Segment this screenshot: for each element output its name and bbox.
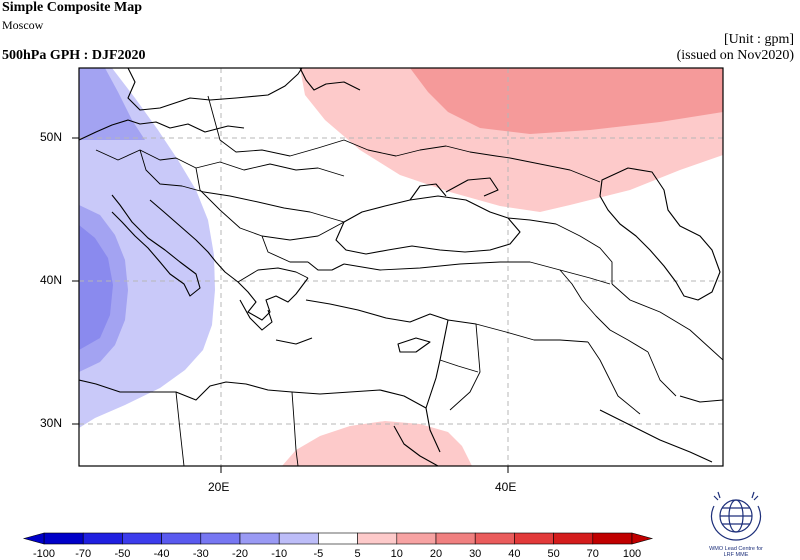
colorbar-tick-label: 40	[508, 548, 521, 560]
lat-label-40n: 40N	[40, 273, 63, 287]
colorbar-segment	[514, 532, 554, 545]
coastlines	[79, 68, 723, 466]
station-label: Moscow	[2, 18, 44, 32]
colorbar-tick-label: -50	[114, 548, 131, 560]
anomaly-southern-positive	[282, 421, 472, 466]
colorbar-segment	[122, 532, 162, 545]
colorbar-segment	[396, 532, 437, 545]
colorbar-segment	[239, 532, 280, 545]
colorbar-tick-label: 20	[429, 548, 443, 560]
colorbar-tick-label: 30	[469, 548, 482, 560]
colorbar-segment	[161, 532, 202, 545]
colorbar-segment	[318, 532, 358, 545]
unit-label: [Unit : gpm]	[724, 32, 794, 47]
anomaly-western-negative-core	[79, 225, 113, 350]
lat-label-30n: 30N	[40, 416, 63, 430]
colorbar-segment	[592, 532, 633, 545]
colorbar-segment	[200, 532, 241, 545]
colorbar-segment	[278, 532, 319, 545]
colorbar-tick-label: 5	[354, 548, 361, 560]
colorbar-left-arrow	[22, 532, 45, 545]
map-title: Simple Composite Map	[2, 0, 142, 15]
wmo-logo-line1: WMO Lead Centre for	[709, 546, 763, 552]
colorbar-segment	[82, 532, 123, 545]
colorbar-segment	[357, 532, 398, 545]
colorbar-tick-label: -5	[313, 548, 324, 560]
colorbar-tick-label: 50	[547, 548, 560, 560]
colorbar-segment	[435, 532, 476, 545]
colorbar-tick-label: 100	[622, 548, 642, 560]
colorbar-tick-label: 10	[390, 548, 403, 560]
colorbar-tick-label: -70	[75, 548, 92, 560]
colorbar-tick-label: -100	[32, 548, 56, 560]
colorbar-right-arrow	[631, 532, 654, 545]
lon-label-20e: 20E	[208, 480, 230, 494]
country-borders	[95, 95, 723, 466]
lat-label-50n: 50N	[40, 130, 63, 144]
colorbar-tick-label: 70	[586, 548, 599, 560]
wmo-logo-icon	[710, 491, 762, 541]
colorbar-tick-label: -30	[192, 548, 209, 560]
axis-ticks	[72, 137, 509, 473]
wmo-logo-text: WMO Lead Centre for LRF MME	[700, 546, 772, 558]
lon-label-40e: 40E	[495, 480, 517, 494]
anomaly-western-negative-mid	[79, 68, 145, 140]
colorbar-tick-label: -10	[271, 548, 288, 560]
colorbar-segment	[43, 532, 84, 545]
wmo-logo-line2: LRF MME	[723, 552, 749, 558]
anomaly-northeast-positive-core	[410, 68, 723, 134]
issued-label: (issued on Nov2020)	[676, 48, 794, 63]
colorbar-tick-label: -20	[232, 548, 248, 560]
colorbar-segment	[553, 532, 594, 545]
map-frame	[78, 67, 724, 467]
field-label: 500hPa GPH : DJF2020	[2, 48, 146, 63]
colorbar-segment	[474, 532, 515, 545]
colorbar-tick-label: -40	[153, 548, 170, 560]
